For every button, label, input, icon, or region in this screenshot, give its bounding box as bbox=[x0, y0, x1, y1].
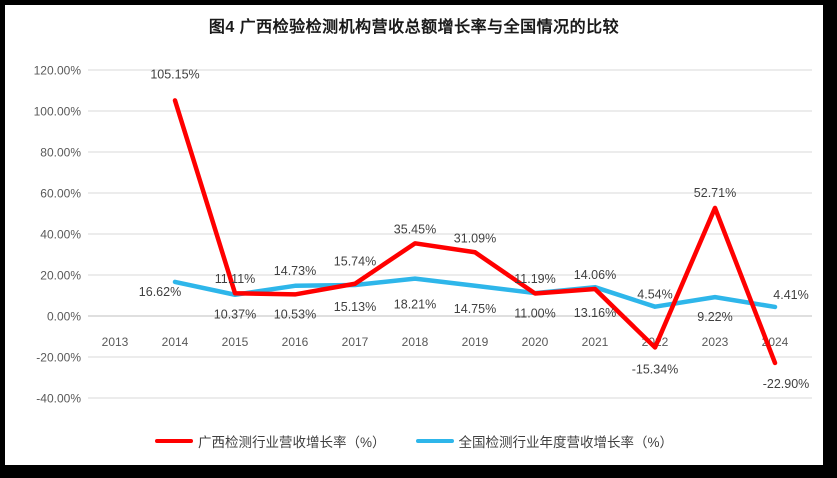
y-tick-label: 20.00% bbox=[40, 269, 81, 283]
data-label: 9.22% bbox=[697, 310, 732, 324]
chart-canvas bbox=[5, 5, 823, 465]
x-tick-label: 2020 bbox=[522, 335, 549, 349]
data-label: 4.41% bbox=[773, 288, 808, 302]
data-label: 15.74% bbox=[334, 255, 376, 269]
y-tick-label: 60.00% bbox=[40, 187, 81, 201]
legend-item-guangxi: 广西检测行业营收增长率（%） bbox=[154, 431, 386, 451]
data-label: 10.37% bbox=[214, 308, 256, 322]
y-tick-label: 40.00% bbox=[40, 228, 81, 242]
x-tick-label: 2018 bbox=[402, 335, 429, 349]
data-label: 16.62% bbox=[139, 285, 181, 299]
data-label: 35.45% bbox=[394, 222, 436, 236]
x-tick-label: 2016 bbox=[282, 335, 309, 349]
chart-title: 图4 广西检验检测机构营收总额增长率与全国情况的比较 bbox=[208, 19, 620, 36]
y-tick-label: -40.00% bbox=[36, 392, 81, 406]
x-tick-label: 2015 bbox=[222, 335, 249, 349]
data-label: 14.75% bbox=[454, 302, 496, 316]
x-tick-label: 2013 bbox=[102, 335, 129, 349]
data-label: 13.16% bbox=[574, 306, 616, 320]
data-label: 11.11% bbox=[215, 272, 256, 286]
x-tick-label: 2014 bbox=[162, 335, 189, 349]
data-label: 105.15% bbox=[150, 67, 199, 81]
legend-item-national: 全国检测行业年度营收增长率（%） bbox=[415, 431, 674, 451]
data-label: 52.71% bbox=[694, 186, 736, 200]
series-line-guangxi bbox=[172, 98, 778, 366]
data-label: 14.06% bbox=[574, 268, 616, 282]
data-label: -15.34% bbox=[632, 362, 679, 376]
legend-label-national: 全国检测行业年度营收增长率（%） bbox=[458, 435, 674, 450]
data-label: 31.09% bbox=[454, 231, 496, 245]
y-tick-label: 80.00% bbox=[40, 146, 81, 160]
y-tick-label: 120.00% bbox=[34, 64, 82, 78]
y-tick-label: 100.00% bbox=[34, 105, 82, 119]
y-tick-label: 0.00% bbox=[47, 310, 81, 324]
data-label: 11.19% bbox=[514, 272, 555, 286]
x-tick-label: 2017 bbox=[342, 335, 369, 349]
data-label: 10.53% bbox=[274, 307, 316, 321]
chart-legend: 广西检测行业营收增长率（%） 全国检测行业年度营收增长率（%） bbox=[5, 431, 823, 451]
x-tick-label: 2023 bbox=[702, 335, 729, 349]
y-tick-label: -20.00% bbox=[36, 351, 81, 365]
data-label: 14.73% bbox=[274, 264, 316, 278]
data-label: 15.13% bbox=[334, 300, 376, 314]
legend-label-guangxi: 广西检测行业营收增长率（%） bbox=[197, 435, 386, 450]
legend-swatch-red-line bbox=[154, 438, 193, 444]
data-label: -22.90% bbox=[763, 377, 810, 391]
data-label: 4.54% bbox=[637, 288, 672, 302]
legend-swatch-blue-line bbox=[415, 438, 454, 444]
data-label: 18.21% bbox=[394, 298, 436, 312]
x-tick-label: 2019 bbox=[462, 335, 489, 349]
data-label: 11.00% bbox=[514, 306, 555, 320]
x-tick-label: 2021 bbox=[582, 335, 609, 349]
